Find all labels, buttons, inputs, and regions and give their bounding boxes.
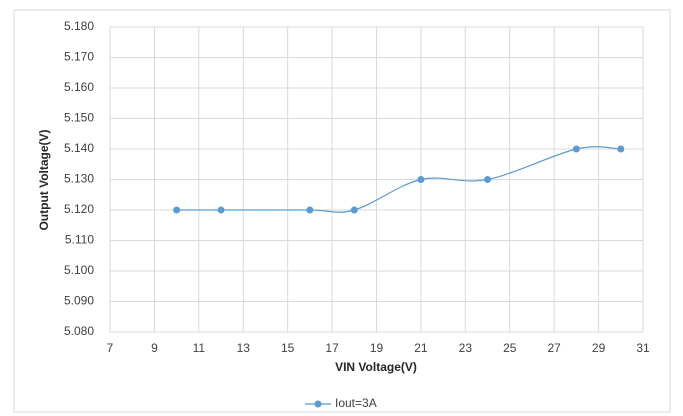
data-point — [217, 206, 225, 214]
y-tick-label: 5.100 — [64, 263, 94, 277]
x-tick-label: 25 — [503, 341, 517, 355]
y-tick-label: 5.180 — [64, 19, 94, 33]
x-tick-label: 27 — [547, 341, 561, 355]
x-tick-label: 15 — [281, 341, 295, 355]
x-tick-label: 31 — [636, 341, 650, 355]
y-tick-label: 5.130 — [64, 172, 94, 186]
data-point — [572, 145, 580, 153]
x-tick-label: 9 — [151, 341, 158, 355]
y-tick-label: 5.150 — [64, 111, 94, 125]
series-line — [176, 146, 621, 213]
legend-label: Iout=3A — [335, 396, 377, 410]
y-axis-label: Output Voltage(V) — [37, 129, 51, 230]
x-tick-label: 19 — [370, 341, 384, 355]
y-tick-label: 5.090 — [64, 294, 94, 308]
x-tick-label: 13 — [237, 341, 251, 355]
x-tick-label: 29 — [592, 341, 606, 355]
x-tick-label: 23 — [459, 341, 473, 355]
y-tick-label: 5.110 — [65, 233, 94, 247]
y-tick-label: 5.120 — [64, 202, 94, 216]
chart-frame — [13, 9, 671, 413]
y-tick-label: 5.170 — [64, 50, 94, 64]
x-tick-label: 21 — [414, 341, 428, 355]
x-axis-label: VIN Voltage(V) — [335, 360, 417, 374]
legend-marker — [314, 400, 322, 408]
data-point — [306, 206, 314, 214]
data-point — [350, 206, 358, 214]
data-point — [617, 145, 625, 153]
y-tick-label: 5.140 — [64, 141, 94, 155]
x-tick-label: 11 — [193, 341, 206, 355]
data-point — [484, 176, 492, 183]
y-tick-label: 5.160 — [64, 80, 94, 94]
data-point — [173, 206, 181, 214]
y-tick-label: 5.080 — [64, 324, 94, 338]
x-tick-label: 17 — [325, 341, 339, 355]
x-tick-label: 7 — [107, 341, 114, 355]
data-point — [417, 176, 425, 183]
